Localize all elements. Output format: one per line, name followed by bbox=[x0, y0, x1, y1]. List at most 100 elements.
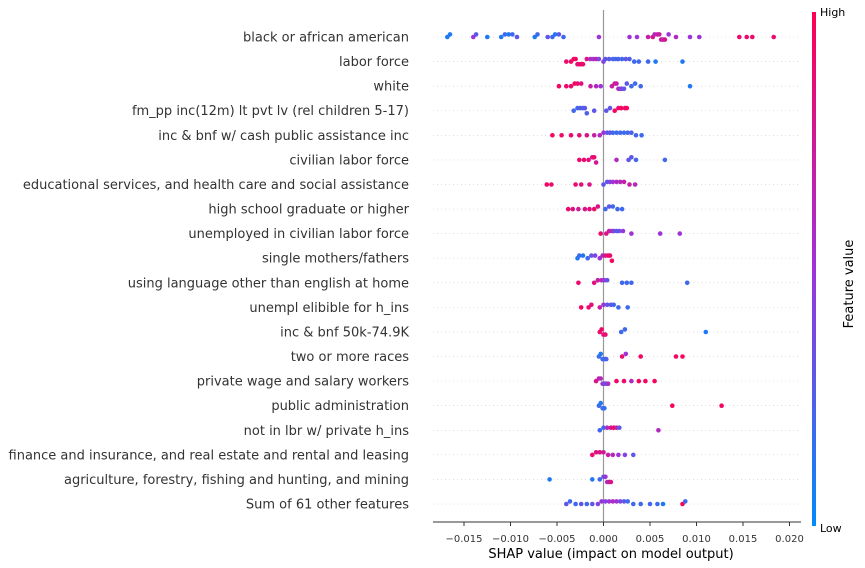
shap-point bbox=[573, 56, 578, 62]
shap-point bbox=[687, 34, 693, 40]
feature-label: high school graduate or higher bbox=[208, 203, 409, 218]
shap-point bbox=[601, 130, 606, 135]
shap-point bbox=[633, 157, 639, 163]
shap-point bbox=[638, 354, 643, 359]
shap-point bbox=[610, 499, 616, 504]
shap-point bbox=[580, 253, 586, 258]
shap-point bbox=[619, 354, 625, 359]
shap-point bbox=[564, 59, 569, 64]
shap-point bbox=[618, 329, 624, 335]
shap-point bbox=[638, 501, 643, 507]
shap-point bbox=[598, 231, 603, 236]
shap-point bbox=[573, 501, 578, 507]
shap-point bbox=[597, 133, 603, 138]
x-tick-label: −0.015 bbox=[445, 534, 482, 545]
shap-point bbox=[591, 155, 597, 160]
shap-point bbox=[624, 280, 630, 286]
shap-point bbox=[703, 329, 709, 335]
data-points bbox=[445, 32, 776, 507]
shap-point bbox=[673, 354, 679, 359]
shap-point bbox=[657, 32, 662, 37]
shap-point bbox=[662, 157, 668, 163]
feature-label: black or african american bbox=[243, 31, 409, 46]
shap-point bbox=[567, 499, 573, 504]
shap-point bbox=[771, 34, 776, 40]
shap-point bbox=[591, 206, 597, 212]
shap-point bbox=[652, 378, 657, 384]
shap-point bbox=[656, 428, 661, 433]
shap-point bbox=[601, 450, 606, 455]
shap-point bbox=[587, 182, 592, 187]
shap-point bbox=[629, 231, 634, 236]
shap-point bbox=[589, 253, 594, 258]
shap-point bbox=[588, 83, 593, 89]
shap-point bbox=[620, 228, 626, 234]
shap-point bbox=[614, 499, 619, 504]
shap-point bbox=[636, 59, 642, 64]
shap-point bbox=[680, 354, 685, 359]
shap-point bbox=[598, 400, 603, 406]
shap-point bbox=[614, 130, 619, 135]
shap-point bbox=[604, 302, 610, 308]
shap-point bbox=[610, 179, 616, 185]
colorbar-high-label: High bbox=[820, 6, 845, 19]
shap-point bbox=[615, 206, 620, 212]
shap-point bbox=[670, 403, 675, 409]
shap-point bbox=[596, 34, 602, 40]
x-tick-label: −0.005 bbox=[538, 534, 575, 545]
shap-point bbox=[584, 501, 590, 507]
shap-point bbox=[662, 37, 668, 42]
shap-point bbox=[623, 56, 629, 62]
feature-label: agriculture, forestry, fishing and hunti… bbox=[64, 473, 409, 488]
shap-point bbox=[737, 34, 742, 40]
shap-point bbox=[629, 378, 634, 384]
shap-point bbox=[673, 34, 679, 40]
shap-point bbox=[578, 501, 584, 507]
shap-point bbox=[601, 425, 606, 431]
shap-point bbox=[629, 155, 634, 160]
shap-point bbox=[595, 277, 601, 283]
x-tick-label: 0.015 bbox=[729, 534, 758, 545]
shap-point bbox=[564, 501, 569, 507]
shap-point bbox=[599, 499, 604, 504]
shap-point bbox=[473, 32, 479, 37]
shap-point bbox=[645, 34, 651, 40]
shap-point bbox=[545, 34, 550, 40]
shap-point bbox=[639, 133, 644, 138]
shap-point bbox=[603, 332, 608, 337]
shap-point bbox=[625, 130, 630, 135]
shap-point bbox=[595, 204, 601, 209]
shap-point bbox=[621, 130, 627, 135]
shap-point bbox=[625, 499, 630, 504]
feature-label: unemployed in civilian labor force bbox=[188, 227, 409, 242]
colorbar bbox=[812, 12, 816, 526]
shap-point bbox=[587, 206, 592, 212]
x-tick-label: 0.005 bbox=[636, 534, 665, 545]
x-tick-label: 0.000 bbox=[589, 534, 618, 545]
shap-point bbox=[578, 81, 584, 86]
shap-point bbox=[614, 81, 619, 86]
shap-point bbox=[621, 378, 627, 384]
shap-point bbox=[591, 108, 597, 113]
shap-point bbox=[597, 305, 603, 310]
shap-point bbox=[603, 474, 608, 480]
shap-point bbox=[535, 32, 540, 37]
shap-point bbox=[610, 130, 616, 135]
shap-point bbox=[591, 280, 597, 286]
shap-point bbox=[556, 83, 562, 89]
shap-point bbox=[629, 130, 634, 135]
shap-point bbox=[606, 204, 612, 209]
shap-point bbox=[645, 59, 651, 64]
shap-point bbox=[683, 499, 688, 504]
feature-label: unempl elibible for h_ins bbox=[249, 301, 409, 316]
feature-label: private wage and salary workers bbox=[197, 375, 409, 390]
shap-point bbox=[601, 302, 606, 308]
feature-label: inc & bnf 50k-74.9K bbox=[280, 325, 409, 340]
shap-point bbox=[638, 83, 643, 89]
shap-point bbox=[621, 86, 627, 92]
shap-point bbox=[622, 452, 628, 458]
feature-label: single mothers/fathers bbox=[262, 252, 409, 267]
shap-point bbox=[616, 452, 621, 458]
shap-point bbox=[621, 179, 627, 185]
